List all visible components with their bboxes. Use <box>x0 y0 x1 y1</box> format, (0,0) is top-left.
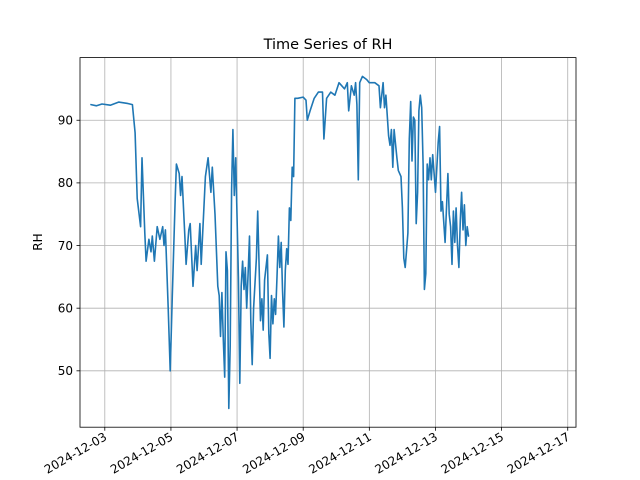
x-tick-label: 2024-12-05 <box>108 430 175 477</box>
x-tick-label: 2024-12-09 <box>240 430 307 477</box>
plot-frame <box>79 57 577 428</box>
y-tick-label: 80 <box>58 176 73 190</box>
y-tick-label: 50 <box>58 364 73 378</box>
y-tick-label: 70 <box>58 239 73 253</box>
x-tick-label: 2024-12-15 <box>439 430 506 477</box>
x-tick-label: 2024-12-11 <box>306 430 373 477</box>
y-tick-label: 90 <box>58 114 73 128</box>
x-tick-label: 2024-12-13 <box>373 430 440 477</box>
x-axis-ticks: 2024-12-032024-12-052024-12-072024-12-09… <box>42 427 572 477</box>
x-tick-label: 2024-12-03 <box>42 430 109 477</box>
y-axis-ticks: 50 60 70 80 90 <box>58 114 80 378</box>
y-tick-label: 60 <box>58 301 73 315</box>
x-tick-label: 2024-12-17 <box>505 430 572 477</box>
grid-lines <box>80 57 576 428</box>
x-tick-label: 2024-12-07 <box>174 430 241 477</box>
series-line-rh <box>90 75 470 410</box>
chart-title: Time Series of RH <box>263 37 393 53</box>
y-axis-label: RH <box>31 233 45 250</box>
